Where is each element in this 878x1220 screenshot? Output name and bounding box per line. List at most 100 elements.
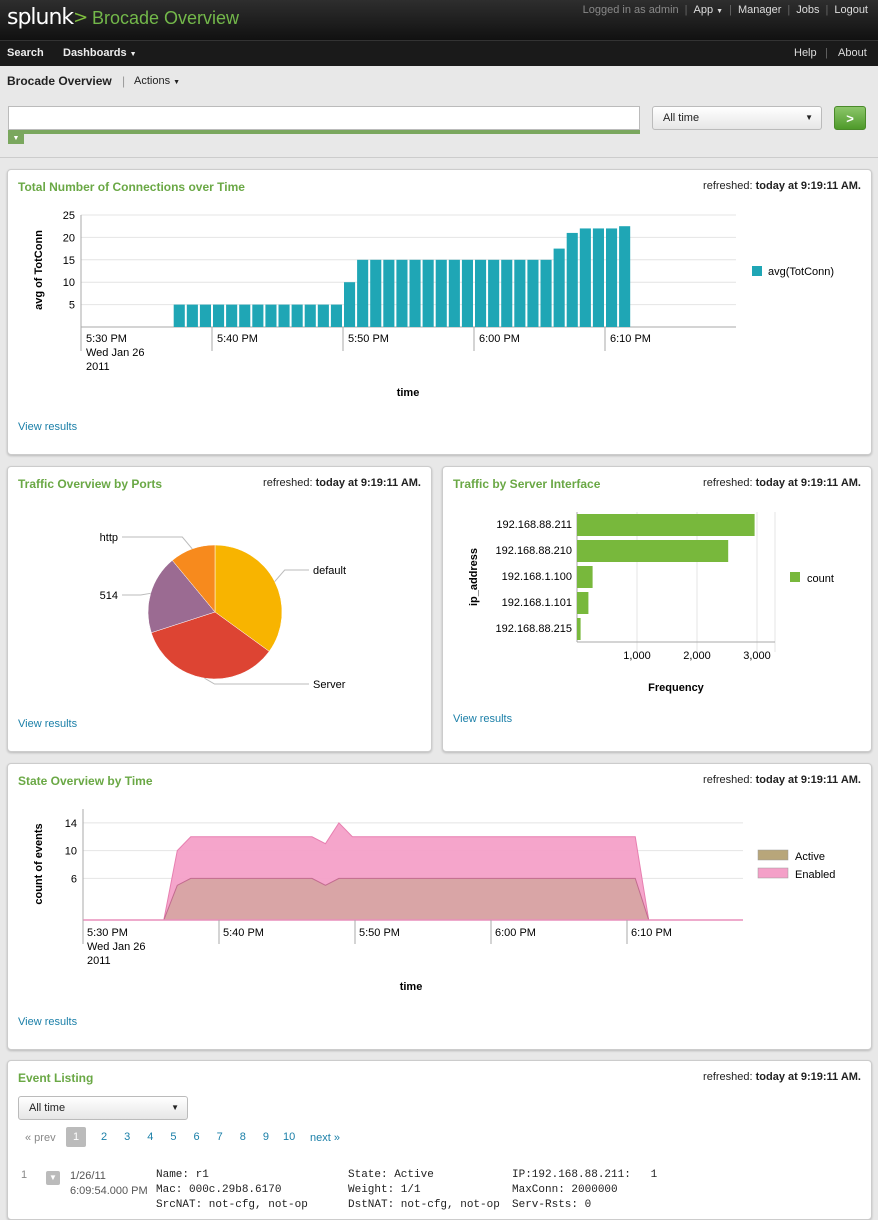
app-menu[interactable]: App ▼ — [694, 4, 724, 16]
pager-page-2[interactable]: 2 — [101, 1131, 108, 1143]
caret-down-icon: ▼ — [173, 79, 181, 86]
view-results-link[interactable]: View results — [18, 718, 78, 730]
bar — [422, 259, 434, 327]
y-tick-label: 10 — [65, 846, 77, 858]
pager-page-9[interactable]: 9 — [262, 1131, 269, 1143]
event-time-select[interactable]: All time ▼ — [18, 1096, 188, 1120]
search-go-button[interactable]: > — [834, 106, 866, 130]
bar — [291, 304, 303, 327]
refreshed-value: today at 9:19:11 AM. — [315, 477, 421, 489]
pie-leader-line — [204, 677, 309, 685]
view-results-link[interactable]: View results — [453, 713, 513, 725]
event-time-label: All time — [29, 1102, 66, 1114]
server-interface-panel: Traffic by Server Interface refreshed: t… — [442, 466, 872, 752]
view-results-link[interactable]: View results — [18, 421, 78, 433]
pager-next[interactable]: next » — [310, 1132, 340, 1144]
event-field: Serv-Rsts: 0 — [512, 1199, 592, 1211]
manager-link[interactable]: Manager — [737, 4, 782, 16]
event-field: DstNAT: not-cfg, not-op — [348, 1199, 500, 1211]
search-input[interactable] — [8, 106, 640, 130]
event-col3: IP:192.168.88.211: 1 MaxConn: 2000000 Serv… — [512, 1168, 657, 1213]
y-tick-label: 192.168.88.210 — [496, 545, 572, 557]
x-axis-label: time — [400, 981, 423, 993]
legend-label: Active — [795, 851, 825, 863]
state-panel: State Overview by Time refreshed: today … — [7, 763, 872, 1050]
nav-about[interactable]: About — [838, 47, 867, 59]
refreshed-status: refreshed: today at 9:19:11 AM. — [703, 1071, 861, 1083]
bar — [186, 304, 198, 327]
search-toggle-icon[interactable]: ▼ — [8, 134, 24, 144]
refreshed-value: today at 9:19:11 AM. — [755, 180, 861, 192]
bar — [577, 592, 589, 614]
refreshed-status: refreshed: today at 9:19:11 AM. — [263, 477, 421, 489]
pager-page-5[interactable]: 5 — [170, 1131, 177, 1143]
pie-label: Server — [313, 679, 346, 691]
splunk-logo[interactable]: splunk> — [7, 5, 88, 30]
bar — [540, 259, 552, 327]
pager-page-6[interactable]: 6 — [193, 1131, 200, 1143]
y-tick-label: 14 — [65, 818, 77, 830]
pager-page-3[interactable]: 3 — [124, 1131, 131, 1143]
x-axis-label: Frequency — [648, 682, 705, 694]
separator: | — [825, 47, 828, 59]
legend-swatch — [757, 867, 789, 879]
bar — [330, 304, 342, 327]
y-axis-label: avg of TotConn — [33, 230, 45, 310]
refreshed-label: refreshed: — [703, 477, 753, 489]
view-results-link[interactable]: View results — [18, 1016, 78, 1028]
bar — [265, 304, 277, 327]
pager-prev[interactable]: « prev — [25, 1132, 56, 1144]
refreshed-label: refreshed: — [263, 477, 313, 489]
event-row-number: 1 — [21, 1169, 28, 1181]
panel-title: Event Listing — [18, 1071, 94, 1085]
nav-search[interactable]: Search — [7, 47, 44, 59]
event-expand-icon[interactable]: ▼ — [46, 1171, 60, 1185]
x-tick-label: 5:40 PM — [217, 333, 258, 345]
connections-panel: Total Number of Connections over Time re… — [7, 169, 872, 455]
y-tick-label: 192.168.1.100 — [502, 571, 572, 583]
nav-dashboards-label: Dashboards — [63, 47, 127, 59]
event-field: Weight: 1/1 — [348, 1184, 421, 1196]
x-tick-label: 6:10 PM — [631, 927, 672, 939]
caret-down-icon: ▼ — [129, 51, 137, 58]
time-range-label: All time — [663, 112, 700, 124]
actions-menu[interactable]: Actions ▼ — [134, 75, 180, 87]
time-range-select[interactable]: All time ▼ — [652, 106, 822, 130]
bar — [577, 618, 581, 640]
actions-label: Actions — [134, 75, 171, 87]
app-title: Brocade Overview — [92, 8, 240, 28]
jobs-link[interactable]: Jobs — [796, 4, 820, 16]
x-tick-label: 5:30 PM — [87, 927, 128, 939]
logout-link[interactable]: Logout — [834, 4, 868, 16]
pager-page-7[interactable]: 7 — [216, 1131, 223, 1143]
bar — [592, 228, 604, 327]
pager-page-4[interactable]: 4 — [147, 1131, 154, 1143]
panel-title: Traffic by Server Interface — [453, 477, 601, 491]
x-tick-label: 5:50 PM — [359, 927, 400, 939]
pie-leader-line — [274, 569, 309, 582]
refreshed-label: refreshed: — [703, 774, 753, 786]
y-tick-label: 25 — [63, 210, 75, 222]
panel-title: Traffic Overview by Ports — [18, 477, 163, 491]
x-tick-label: 2,000 — [683, 650, 711, 662]
pager-page-8[interactable]: 8 — [239, 1131, 246, 1143]
x-tick-label: 5:50 PM — [348, 333, 389, 345]
event-field: MaxConn: 2000000 — [512, 1184, 618, 1196]
y-axis-label: ip_address — [468, 548, 480, 606]
server-interface-chart: 1,000 2,000 3,000 192.168.88.211 192.168.88.… — [468, 512, 834, 694]
pager-page-1[interactable]: 1 — [66, 1127, 86, 1147]
nav-help[interactable]: Help — [794, 47, 817, 59]
x-tick-label: 3,000 — [743, 650, 771, 662]
legend-label: Enabled — [795, 869, 835, 881]
caret-down-icon: ▼ — [805, 113, 813, 122]
x-tick-label: 5:30 PM — [86, 333, 127, 345]
nav-dashboards[interactable]: Dashboards ▼ — [63, 47, 137, 59]
event-field: IP:192.168.88.211: 1 — [512, 1169, 658, 1181]
top-bar: splunk> Brocade Overview Logged in as ad… — [0, 0, 878, 40]
refreshed-status: refreshed: today at 9:19:11 AM. — [703, 180, 861, 192]
pager-page-10[interactable]: 10 — [283, 1131, 296, 1143]
separator: | — [729, 4, 732, 16]
y-tick-label: 5 — [69, 300, 75, 312]
event-col1: Name: r1 Mac: 000c.29b8.6170 SrcNAT: not-c… — [156, 1168, 308, 1213]
bar — [226, 304, 238, 327]
